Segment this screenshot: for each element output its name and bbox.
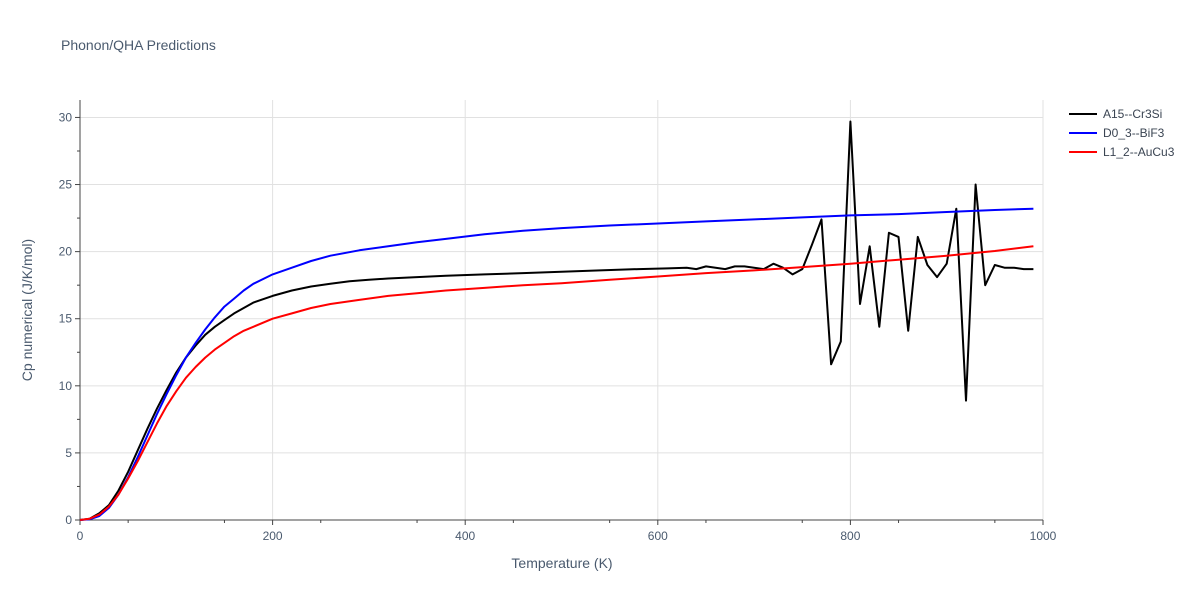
axes: 0 200 400 600 800 1000 0 5 10 15 20 25 30 [59,100,1057,543]
x-tick-label: 200 [263,529,283,543]
x-tick-label: 800 [840,529,860,543]
legend[interactable]: A15--Cr3Si D0_3--BiF3 L1_2--AuCu3 [1069,107,1175,159]
legend-label: D0_3--BiF3 [1103,126,1165,140]
legend-label: A15--Cr3Si [1103,107,1162,121]
series-line-1[interactable] [79,207,1034,521]
grid [80,100,1044,520]
y-tick-label: 25 [59,178,73,192]
legend-item-2[interactable]: L1_2--AuCu3 [1069,145,1175,159]
y-tick-label: 20 [59,245,73,259]
y-tick-label: 0 [65,513,72,527]
chart-title: Phonon/QHA Predictions [61,37,216,53]
y-axis-title: Cp numerical (J/K/mol) [19,239,35,381]
y-tick-label: 30 [59,110,73,124]
y-tick-label: 10 [59,379,73,393]
x-tick-label: 1000 [1030,529,1057,543]
legend-item-1[interactable]: D0_3--BiF3 [1069,126,1165,140]
x-tick-label: 0 [77,529,84,543]
y-tick-label: 5 [65,446,72,460]
x-tick-label: 400 [455,529,475,543]
legend-item-0[interactable]: A15--Cr3Si [1069,107,1162,121]
x-axis-title: Temperature (K) [511,555,612,571]
series-line-0[interactable] [79,120,1034,521]
legend-label: L1_2--AuCu3 [1103,145,1175,159]
y-tick-label: 15 [59,312,73,326]
series-line-2[interactable] [79,245,1034,521]
x-tick-label: 600 [648,529,668,543]
plot-area[interactable] [79,120,1034,521]
